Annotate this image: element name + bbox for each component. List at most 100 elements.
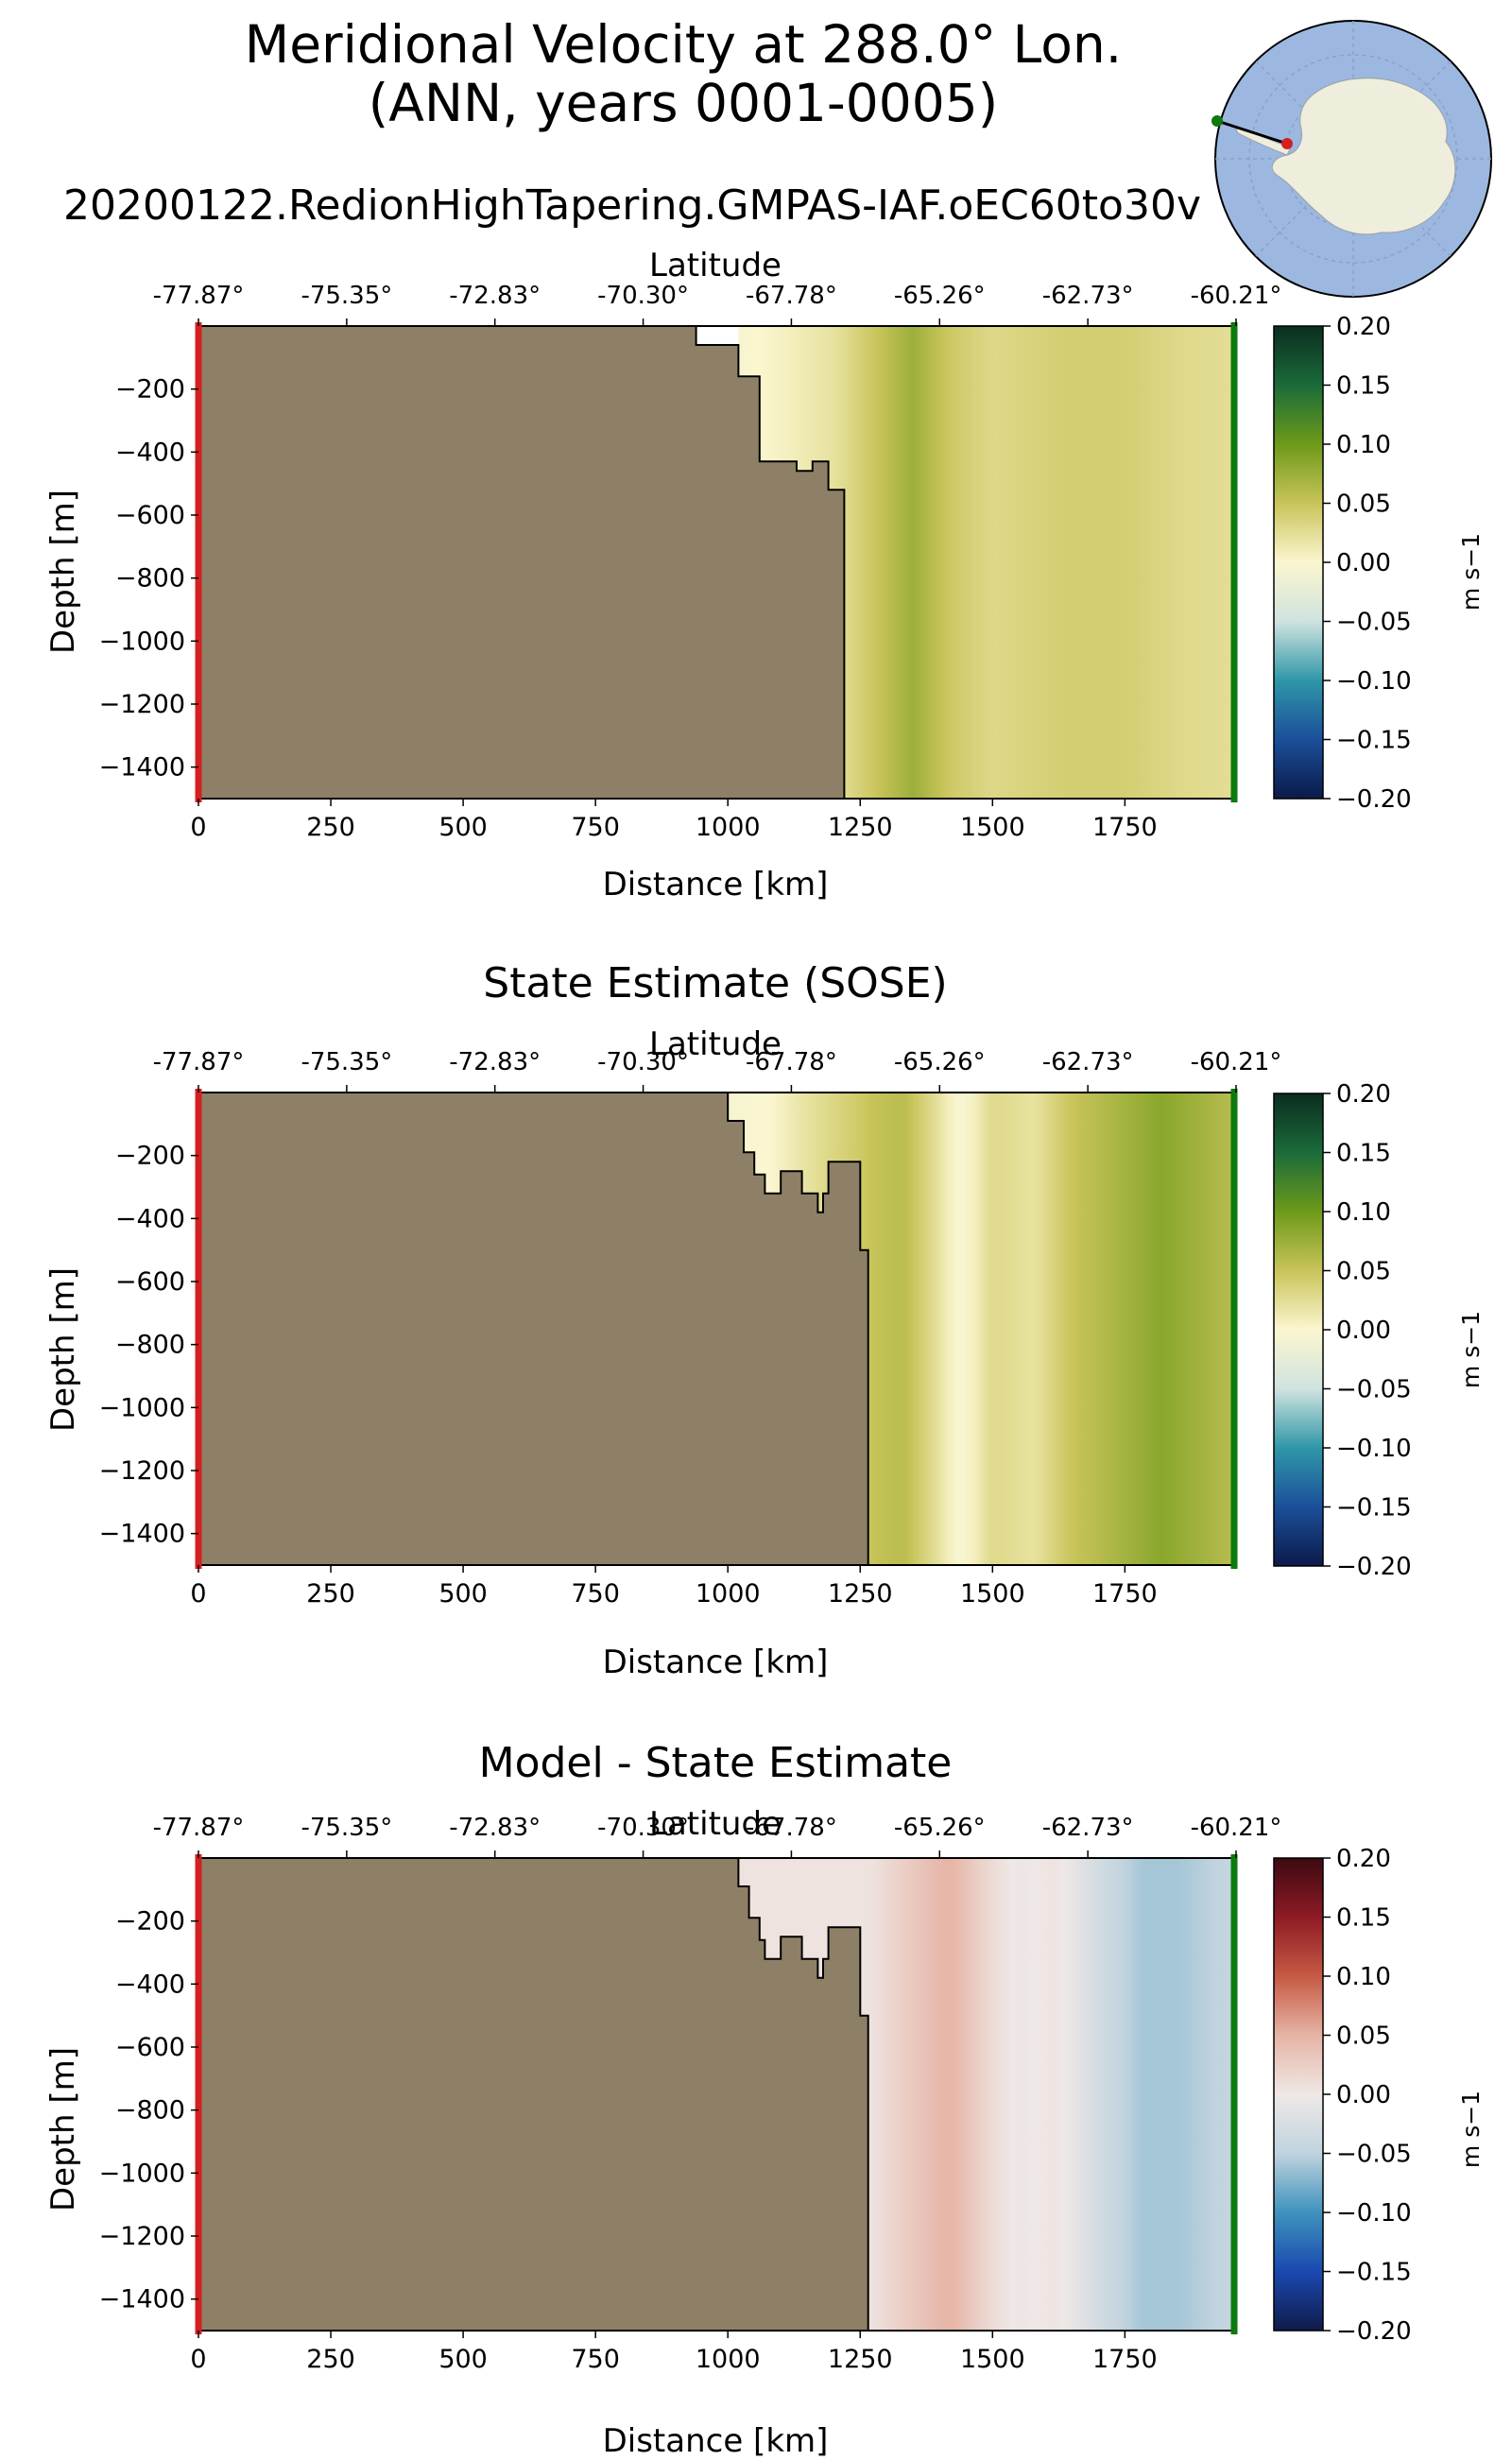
colorbar-tick-label: −0.20 xyxy=(1336,2317,1412,2346)
top-axis-label: Latitude xyxy=(649,247,782,284)
y-tick-label: −1000 xyxy=(99,2159,185,2188)
x-tick-label: 500 xyxy=(438,813,488,842)
y-tick-label: −1200 xyxy=(99,1456,185,1486)
y-tick-label: −1000 xyxy=(99,1393,185,1422)
figure-title-line2: (ANN, years 0001-0005) xyxy=(369,73,998,133)
chart-marks: 0 250 500 750 1000 1250 1500 1750 −200 −400 −600 −8… xyxy=(99,282,1412,2374)
colorbar xyxy=(1273,325,1324,800)
colorbar-tick-label: −0.15 xyxy=(1336,2259,1412,2287)
y-tick-label: −400 xyxy=(115,1970,185,1999)
colorbar-tick-label: −0.15 xyxy=(1336,727,1412,755)
panel-title: Model - State Estimate xyxy=(479,1739,953,1787)
y-tick-label: −1200 xyxy=(99,2222,185,2251)
y-tick-label: −800 xyxy=(115,564,185,594)
lat-tick-label: -60.21° xyxy=(1191,1814,1282,1842)
x-tick-label: 1000 xyxy=(696,1579,761,1609)
colorbar-tick-label: 0.15 xyxy=(1336,372,1391,401)
y-tick-label: −200 xyxy=(115,1142,185,1171)
colorbar-tick-label: −0.05 xyxy=(1336,609,1412,637)
lat-tick-label: -65.26° xyxy=(894,1814,986,1842)
colorbar-label: m s−1 xyxy=(1457,1311,1485,1388)
panel-model: 20200122.RedionHighTapering.GMPAS-IAF.oE… xyxy=(44,181,1485,904)
map-antarctic-peninsula xyxy=(1235,127,1292,156)
colorbar-tick-label: 0.20 xyxy=(1336,1080,1391,1109)
lat-tick-label: -65.26° xyxy=(894,282,986,310)
lat-tick-label: -75.35° xyxy=(301,282,392,310)
colorbar-tick-label: −0.05 xyxy=(1336,2141,1412,2169)
colorbar-tick-label: 0.15 xyxy=(1336,1904,1391,1933)
y-tick-label: −400 xyxy=(115,438,185,467)
lat-tick-label: -77.87° xyxy=(153,1048,245,1076)
x-tick-label: 1250 xyxy=(828,813,893,842)
colorbar-tick-label: 0.10 xyxy=(1336,1198,1391,1227)
lat-tick-label: -65.26° xyxy=(894,1048,986,1076)
lat-tick-label: -70.30° xyxy=(597,282,689,310)
x-tick-label: 0 xyxy=(190,813,206,842)
colorbar-tick-label: −0.20 xyxy=(1336,785,1412,814)
lat-tick-label: -70.30° xyxy=(597,1814,689,1842)
colorbar-tick-label: −0.10 xyxy=(1336,1435,1412,1463)
lat-tick-label: -75.35° xyxy=(301,1048,392,1076)
x-tick-label: 1500 xyxy=(960,1579,1025,1609)
panel-title: 20200122.RedionHighTapering.GMPAS-IAF.oE… xyxy=(63,181,1201,230)
colorbar-tick-label: 0.10 xyxy=(1336,1963,1391,1991)
y-axis-label: Depth [m] xyxy=(44,1267,82,1432)
colorbar-tick-label: −0.20 xyxy=(1336,1553,1412,1581)
colorbar-tick-label: 0.20 xyxy=(1336,313,1391,341)
lat-tick-label: -62.73° xyxy=(1042,1048,1134,1076)
lat-tick-label: -60.21° xyxy=(1191,282,1282,310)
panel-difference: Model - State Estimate Latitude Distance… xyxy=(44,1739,1485,2460)
lat-tick-label: -72.83° xyxy=(449,1048,541,1076)
y-tick-label: −200 xyxy=(115,375,185,404)
lat-tick-label: -67.78° xyxy=(746,1814,837,1842)
colorbar-label: m s−1 xyxy=(1457,533,1485,611)
y-axis-label: Depth [m] xyxy=(44,490,82,654)
y-tick-label: −600 xyxy=(115,1267,185,1297)
map-antarctica xyxy=(1271,77,1456,235)
y-tick-label: −1400 xyxy=(99,2285,185,2315)
seafloor-land xyxy=(198,1858,868,2331)
colorbar-tick-label: −0.15 xyxy=(1336,1494,1412,1523)
colorbar-tick-label: 0.05 xyxy=(1336,490,1391,519)
x-tick-label: 1250 xyxy=(828,1579,893,1609)
map-transect-end-marker xyxy=(1211,115,1223,127)
x-tick-label: 500 xyxy=(438,2345,488,2374)
seafloor-outline xyxy=(198,1857,869,2331)
lat-tick-label: -72.83° xyxy=(449,1814,541,1842)
colorbar xyxy=(1273,1857,1324,2332)
seafloor-land xyxy=(198,1093,868,1565)
colorbar-tick-label: 0.00 xyxy=(1336,2081,1391,2109)
x-tick-label: 1000 xyxy=(696,813,761,842)
y-tick-label: −1200 xyxy=(99,690,185,719)
x-axis-label: Distance [km] xyxy=(603,2422,829,2457)
top-axis-label: Latitude xyxy=(649,1025,782,1063)
seafloor-land xyxy=(198,326,845,799)
x-tick-label: 1750 xyxy=(1092,2345,1158,2374)
x-tick-label: 500 xyxy=(438,1579,488,1609)
top-axis-label: Latitude xyxy=(649,1805,782,1843)
lat-tick-label: -75.35° xyxy=(301,1814,392,1842)
colorbar-tick-label: 0.00 xyxy=(1336,1317,1391,1345)
lat-tick-label: -60.21° xyxy=(1191,1048,1282,1076)
map-transect-line xyxy=(1216,119,1288,146)
map-transect-start-marker xyxy=(1281,138,1293,149)
colorbar-tick-label: 0.00 xyxy=(1336,549,1391,577)
lat-tick-label: -72.83° xyxy=(449,282,541,310)
x-tick-label: 750 xyxy=(571,1579,620,1609)
colorbar-tick-label: −0.10 xyxy=(1336,2199,1412,2228)
x-axis-label: Distance [km] xyxy=(603,866,829,904)
colorbar xyxy=(1273,1093,1324,1567)
seafloor-outline xyxy=(198,1092,869,1565)
x-tick-label: 1000 xyxy=(696,2345,761,2374)
colorbar-tick-label: 0.10 xyxy=(1336,431,1391,459)
x-tick-label: 1500 xyxy=(960,2345,1025,2374)
lat-tick-label: -67.78° xyxy=(746,282,837,310)
lat-tick-label: -77.87° xyxy=(153,282,245,310)
lat-tick-label: -62.73° xyxy=(1042,1814,1134,1842)
y-tick-label: −1400 xyxy=(99,753,185,783)
y-tick-label: −800 xyxy=(115,2096,185,2125)
x-tick-label: 750 xyxy=(571,2345,620,2374)
x-tick-label: 250 xyxy=(306,1579,355,1609)
colorbar-tick-label: 0.05 xyxy=(1336,1258,1391,1286)
